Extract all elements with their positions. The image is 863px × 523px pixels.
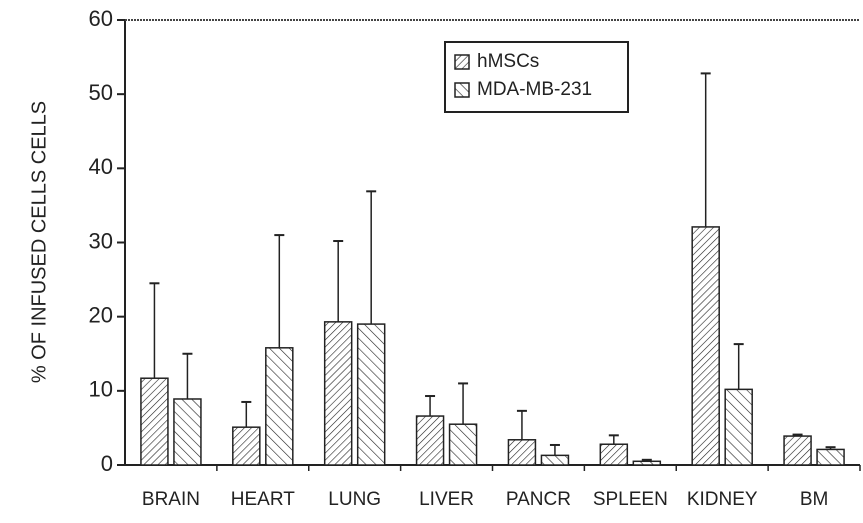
y-axis-label: % OF INFUSED CELLS CELLS — [28, 101, 50, 383]
bar — [540, 454, 570, 466]
bar — [599, 443, 629, 466]
bar — [415, 415, 445, 466]
x-tick-label: LUNG — [328, 489, 381, 510]
y-tick-label: 0 — [101, 451, 113, 476]
x-tick-label: LIVER — [419, 489, 474, 510]
bar — [724, 388, 753, 466]
bar — [323, 321, 353, 466]
bar — [232, 426, 261, 466]
bar — [783, 435, 812, 466]
y-tick-label: 20 — [89, 302, 113, 327]
bar — [448, 423, 478, 466]
x-tick-label: KIDNEY — [687, 489, 758, 510]
bar — [816, 448, 845, 466]
y-tick-label: 30 — [89, 228, 113, 253]
bar — [265, 347, 294, 466]
x-tick-label: HEART — [231, 489, 295, 510]
legend-label: MDA-MB-231 — [477, 79, 592, 100]
legend-swatch — [454, 82, 470, 98]
y-tick-label: 50 — [89, 80, 113, 105]
y-tick-label: 40 — [89, 154, 113, 179]
bar — [507, 439, 537, 466]
bar — [140, 377, 169, 466]
legend-label: hMSCs — [477, 51, 539, 72]
bar — [632, 460, 662, 466]
x-tick-label: SPLEEN — [593, 489, 668, 510]
legend-box — [444, 41, 629, 113]
bar — [691, 226, 720, 466]
x-tick-label: BRAIN — [142, 489, 200, 510]
bar — [173, 398, 202, 466]
x-tick-label: BM — [800, 489, 829, 510]
y-tick-label: 60 — [89, 6, 113, 31]
bar — [356, 323, 386, 466]
legend-swatch — [454, 54, 470, 70]
x-tick-label: PANCR — [506, 489, 571, 510]
y-tick-label: 10 — [89, 377, 113, 402]
